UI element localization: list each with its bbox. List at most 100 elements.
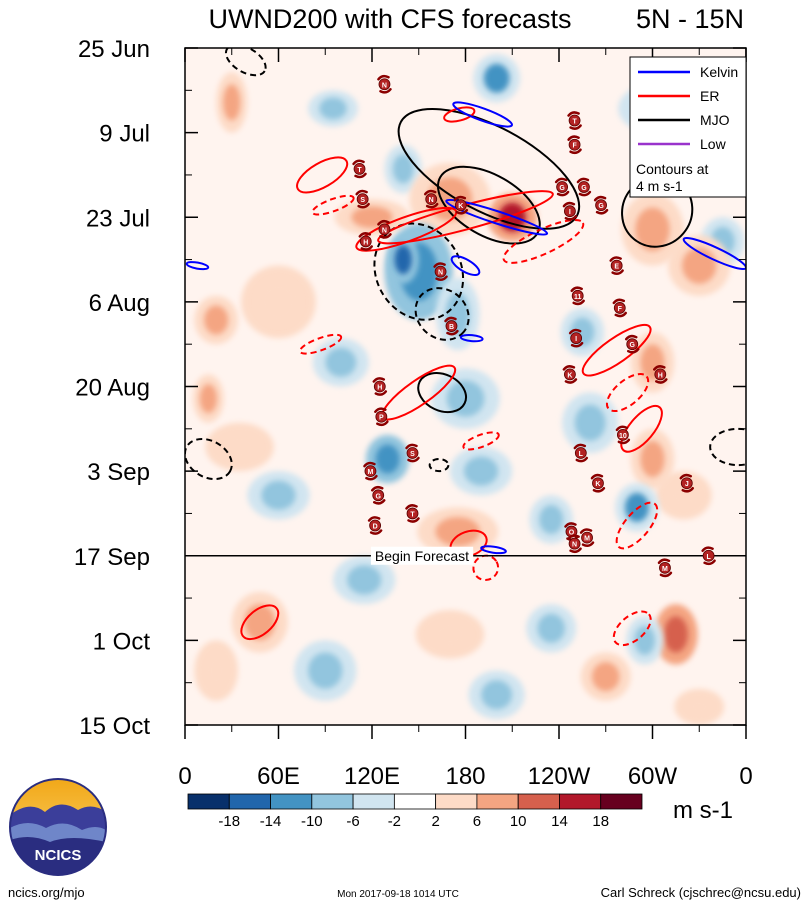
storm-label-13: G xyxy=(376,493,382,500)
ncics-logo: NCICS xyxy=(9,778,107,876)
storm-label-4: H xyxy=(363,239,368,246)
storm-symbol-28: H xyxy=(653,365,668,384)
y-tick-label-1: 9 Jul xyxy=(99,121,150,148)
colorbar-swatch-2 xyxy=(270,793,313,810)
colorbar-units: m s-1 xyxy=(673,797,733,824)
mjo-contour-7 xyxy=(185,437,233,481)
storm-symbol-5: N xyxy=(423,189,439,209)
colorbar: -18 -14 -10 -6 -2 2 6 10 14 18 xyxy=(187,793,643,830)
colorbar-swatch-1 xyxy=(228,793,271,810)
anomaly-patch-4 xyxy=(384,144,422,194)
colorbar-label-7: 10 xyxy=(510,813,527,830)
x-tick-label-0: 0 xyxy=(178,763,191,790)
colorbar-swatch-10 xyxy=(600,793,643,810)
er-contour-16 xyxy=(581,323,652,377)
storm-label-32: J xyxy=(685,481,689,488)
storm-symbol-9: H xyxy=(372,377,388,396)
storm-symbol-27: K xyxy=(562,365,578,384)
er-contour-10 xyxy=(296,156,349,194)
storm-symbol-6: K xyxy=(453,195,469,215)
storm-symbol-20: I xyxy=(562,201,578,221)
er-contour-14 xyxy=(502,218,585,264)
anomaly-patch-35 xyxy=(415,610,485,659)
forecast-label-bg xyxy=(370,546,474,565)
storm-label-37: L xyxy=(706,554,711,561)
anomaly-patch-0 xyxy=(216,72,248,133)
colorbar-label-1: -14 xyxy=(260,813,282,830)
kelvin-contour-31 xyxy=(459,333,484,343)
storm-label-6: K xyxy=(458,203,463,210)
storm-symbol-7: N xyxy=(433,262,448,282)
colorbar-swatch-9 xyxy=(559,793,602,810)
storm-label-11: S xyxy=(410,451,415,458)
storm-label-9: H xyxy=(377,385,382,392)
footer-timestamp: Mon 2017-09-18 1014 UTC xyxy=(337,889,459,900)
storm-symbol-1: T xyxy=(352,159,367,179)
storm-label-24: F xyxy=(618,306,623,313)
storm-label-14: T xyxy=(410,511,415,518)
footer-author: Carl Schreck (cjschrec@ncsu.edu) xyxy=(601,885,801,900)
anomaly-patch-24 xyxy=(449,446,513,496)
storm-label-18: G xyxy=(559,185,565,192)
storm-label-8: B xyxy=(449,324,454,331)
storm-symbol-23: 11 xyxy=(570,286,585,306)
storm-symbol-3: N xyxy=(377,219,392,239)
colorbar-swatch-5 xyxy=(393,793,437,810)
x-tick-label-2: 120E xyxy=(344,763,400,790)
storm-symbol-13: G xyxy=(370,485,386,505)
storm-label-29: 10 xyxy=(619,433,627,440)
y-tick-label-6: 17 Sep xyxy=(74,544,150,571)
anomaly-patch-7 xyxy=(334,199,410,236)
colorbar-label-3: -6 xyxy=(346,813,359,830)
legend-note-1: 4 m s-1 xyxy=(636,178,683,194)
mjo-contour-6 xyxy=(709,427,746,467)
anomaly-patch-25 xyxy=(630,428,675,490)
storm-symbol-18: G xyxy=(554,177,570,197)
legend-label-kelvin: Kelvin xyxy=(700,64,738,80)
storm-symbol-35: M xyxy=(579,528,595,547)
storm-label-15: D xyxy=(373,524,378,531)
er-contour-18 xyxy=(605,373,650,413)
anomaly-patch-15 xyxy=(194,295,238,345)
er-contour-19 xyxy=(620,404,663,453)
anomaly-patch-32 xyxy=(231,592,288,653)
anomaly-patch-38 xyxy=(194,640,238,701)
legend-note-0: Contours at xyxy=(636,161,708,177)
storm-symbol-37: L xyxy=(701,546,716,566)
anomaly-patch-23 xyxy=(365,434,410,484)
anomaly-patch-19 xyxy=(192,374,224,423)
colorbar-swatch-7 xyxy=(476,793,519,810)
anomaly-patch-3 xyxy=(473,54,521,103)
anomaly-patch-33 xyxy=(654,604,698,665)
storm-symbol-31: K xyxy=(590,473,606,493)
anomaly-patch-29 xyxy=(529,495,574,544)
anomaly-patch-10 xyxy=(668,235,731,296)
kelvin-contour-28 xyxy=(445,198,549,236)
storm-label-12: M xyxy=(368,469,374,476)
storm-label-20: I xyxy=(569,209,571,216)
anomaly-patch-1 xyxy=(308,90,358,127)
er-contour-15 xyxy=(298,333,343,355)
storm-label-2: S xyxy=(360,197,365,204)
anomaly-patch-36 xyxy=(526,604,577,653)
forecast-label: Begin Forecast xyxy=(375,548,469,564)
storm-label-22: E xyxy=(614,264,619,271)
forecast-marker: Begin Forecast xyxy=(185,546,746,565)
storm-symbol-30: L xyxy=(573,443,589,463)
storm-symbol-22: E xyxy=(609,256,624,275)
storm-label-5: N xyxy=(429,197,434,204)
legend-label-er: ER xyxy=(700,88,719,104)
anomaly-patch-40 xyxy=(468,670,525,719)
anomaly-patch-28 xyxy=(417,507,499,556)
er-contour-13 xyxy=(311,194,355,216)
anomaly-patch-41 xyxy=(674,688,725,725)
storm-symbol-8: B xyxy=(444,316,459,336)
storm-label-19: G xyxy=(581,185,587,192)
storm-label-25: I xyxy=(575,336,577,343)
logo-text: NCICS xyxy=(35,847,82,864)
storm-symbol-2: S xyxy=(355,189,370,209)
mjo-contour-9 xyxy=(428,458,450,473)
mjo-contour-5 xyxy=(417,372,467,414)
